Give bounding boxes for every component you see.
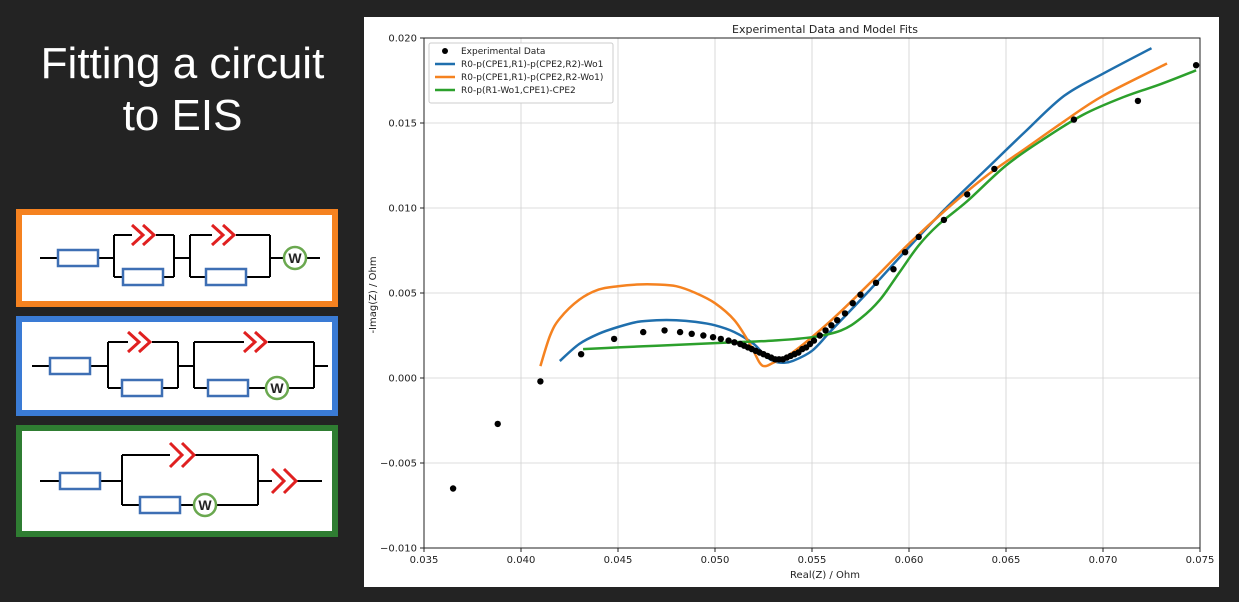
legend-entry-label: R0-p(CPE1,R1)-p(CPE2,R2)-Wo1 <box>461 60 603 70</box>
experimental-point <box>940 216 948 224</box>
slide-title-line-2: to EIS <box>122 91 243 140</box>
legend-box <box>428 42 614 104</box>
y-tick-label: 0.015 <box>388 119 417 130</box>
resistor-r0-icon <box>58 471 102 491</box>
cpe1-icon <box>126 330 153 354</box>
x-tick-label: 0.035 <box>410 555 439 566</box>
svg-text:W: W <box>198 497 212 513</box>
x-axis-ticks: 0.035 0.040 0.045 0.050 0.055 0.060 0.065 0.070… <box>410 548 1215 566</box>
y-tick-label: −0.010 <box>380 544 417 555</box>
x-tick-label: 0.070 <box>1089 555 1118 566</box>
experimental-point <box>872 279 880 286</box>
y-axis-label: -Imag(Z) / Ohm <box>368 256 379 333</box>
y-tick-label: 0.005 <box>388 289 417 300</box>
y-axis-ticks: −0.010 −0.005 0.000 0.005 0.010 0.015 0.020 <box>380 34 424 555</box>
chart-title: Experimental Data and Model Fits <box>732 23 918 36</box>
x-tick-label: 0.055 <box>798 555 827 566</box>
resistor-r0-icon <box>56 248 100 268</box>
resistor-r2-icon <box>206 378 250 398</box>
experimental-point <box>449 485 457 492</box>
experimental-point <box>577 351 585 358</box>
circuit-1-schematic: W <box>40 223 320 287</box>
fit-curves <box>539 47 1197 368</box>
svg-text:W: W <box>288 250 302 266</box>
experimental-point <box>964 191 971 198</box>
experimental-point <box>676 328 684 336</box>
circuit-diagram-2: W <box>16 316 338 416</box>
legend-entry-label: Experimental Data <box>461 47 545 57</box>
circuit-2-schematic: W <box>32 330 328 401</box>
experimental-point <box>816 332 823 339</box>
chart-legend: Experimental Data R0-p(CPE1,R1)-p(CPE2,R2… <box>428 42 614 104</box>
cpe1-icon <box>130 223 157 247</box>
slide-title-line-1: Fitting a circuit <box>40 39 325 88</box>
experimental-point <box>725 337 732 344</box>
legend-entry-label: R0-p(R1-Wo1,CPE1)-CPE2 <box>461 86 576 96</box>
y-tick-label: 0.000 <box>388 374 417 385</box>
circuit-diagram-1: W <box>16 209 338 307</box>
y-tick-label: −0.005 <box>380 459 417 470</box>
x-tick-label: 0.065 <box>992 555 1021 566</box>
x-tick-label: 0.075 <box>1186 555 1215 566</box>
experimental-points <box>449 62 1200 492</box>
cpe1-icon <box>168 441 197 469</box>
experimental-point <box>915 233 922 241</box>
resistor-r1-icon <box>120 378 164 398</box>
x-tick-label: 0.050 <box>701 555 730 566</box>
experimental-point <box>709 334 717 341</box>
circuit-3-schematic: W <box>40 441 322 518</box>
svg-text:W: W <box>270 380 284 396</box>
resistor-r0-icon <box>48 356 92 376</box>
fit-curve-line <box>539 62 1168 368</box>
resistor-r1-icon <box>138 495 182 515</box>
experimental-point <box>731 339 738 346</box>
experimental-point <box>849 300 856 307</box>
experimental-point <box>991 165 998 173</box>
experimental-point <box>901 249 909 256</box>
experimental-point <box>700 332 707 339</box>
experimental-point <box>661 327 668 334</box>
x-tick-label: 0.045 <box>604 555 633 566</box>
experimental-point <box>810 337 818 344</box>
experimental-point <box>822 327 829 334</box>
legend-entry-label: R0-p(CPE1,R1)-p(CPE2,R2-Wo1) <box>461 73 603 83</box>
experimental-point <box>610 335 618 343</box>
y-tick-label: 0.020 <box>388 34 417 45</box>
experimental-point <box>834 317 841 324</box>
x-tick-label: 0.060 <box>895 555 924 566</box>
fit-curve-line <box>583 69 1197 351</box>
experimental-point <box>841 310 849 317</box>
resistor-r2-icon <box>204 267 248 287</box>
fit-curve-line <box>558 47 1153 364</box>
slide-title: Fitting a circuit to EIS <box>20 38 345 142</box>
resistor-r1-icon <box>121 267 165 287</box>
experimental-point <box>890 266 897 273</box>
experimental-point <box>717 335 725 343</box>
circuit-diagram-3: W <box>16 425 338 537</box>
cpe2-icon <box>242 330 269 354</box>
experimental-point <box>828 322 835 329</box>
experimental-point <box>1134 97 1142 105</box>
warburg-icon: W <box>282 245 308 271</box>
cpe2-icon <box>270 467 299 495</box>
experimental-point <box>537 378 544 385</box>
experimental-point <box>857 291 864 298</box>
warburg-icon: W <box>264 375 290 401</box>
experimental-point <box>1070 116 1078 123</box>
experimental-point <box>1192 62 1200 69</box>
chart-panel: 0.035 0.040 0.045 0.050 0.055 0.060 0.065 0.070… <box>364 17 1219 587</box>
x-axis-label: Real(Z) / Ohm <box>790 570 860 581</box>
experimental-point <box>640 328 647 336</box>
x-tick-label: 0.040 <box>507 555 536 566</box>
experimental-point <box>494 420 501 428</box>
y-tick-label: 0.010 <box>388 204 417 215</box>
experimental-point <box>688 330 695 337</box>
eis-nyquist-chart: 0.035 0.040 0.045 0.050 0.055 0.060 0.065 0.070… <box>368 23 1215 581</box>
warburg-icon: W <box>192 492 218 518</box>
cpe2-icon <box>210 223 237 247</box>
legend-marker <box>442 48 448 54</box>
